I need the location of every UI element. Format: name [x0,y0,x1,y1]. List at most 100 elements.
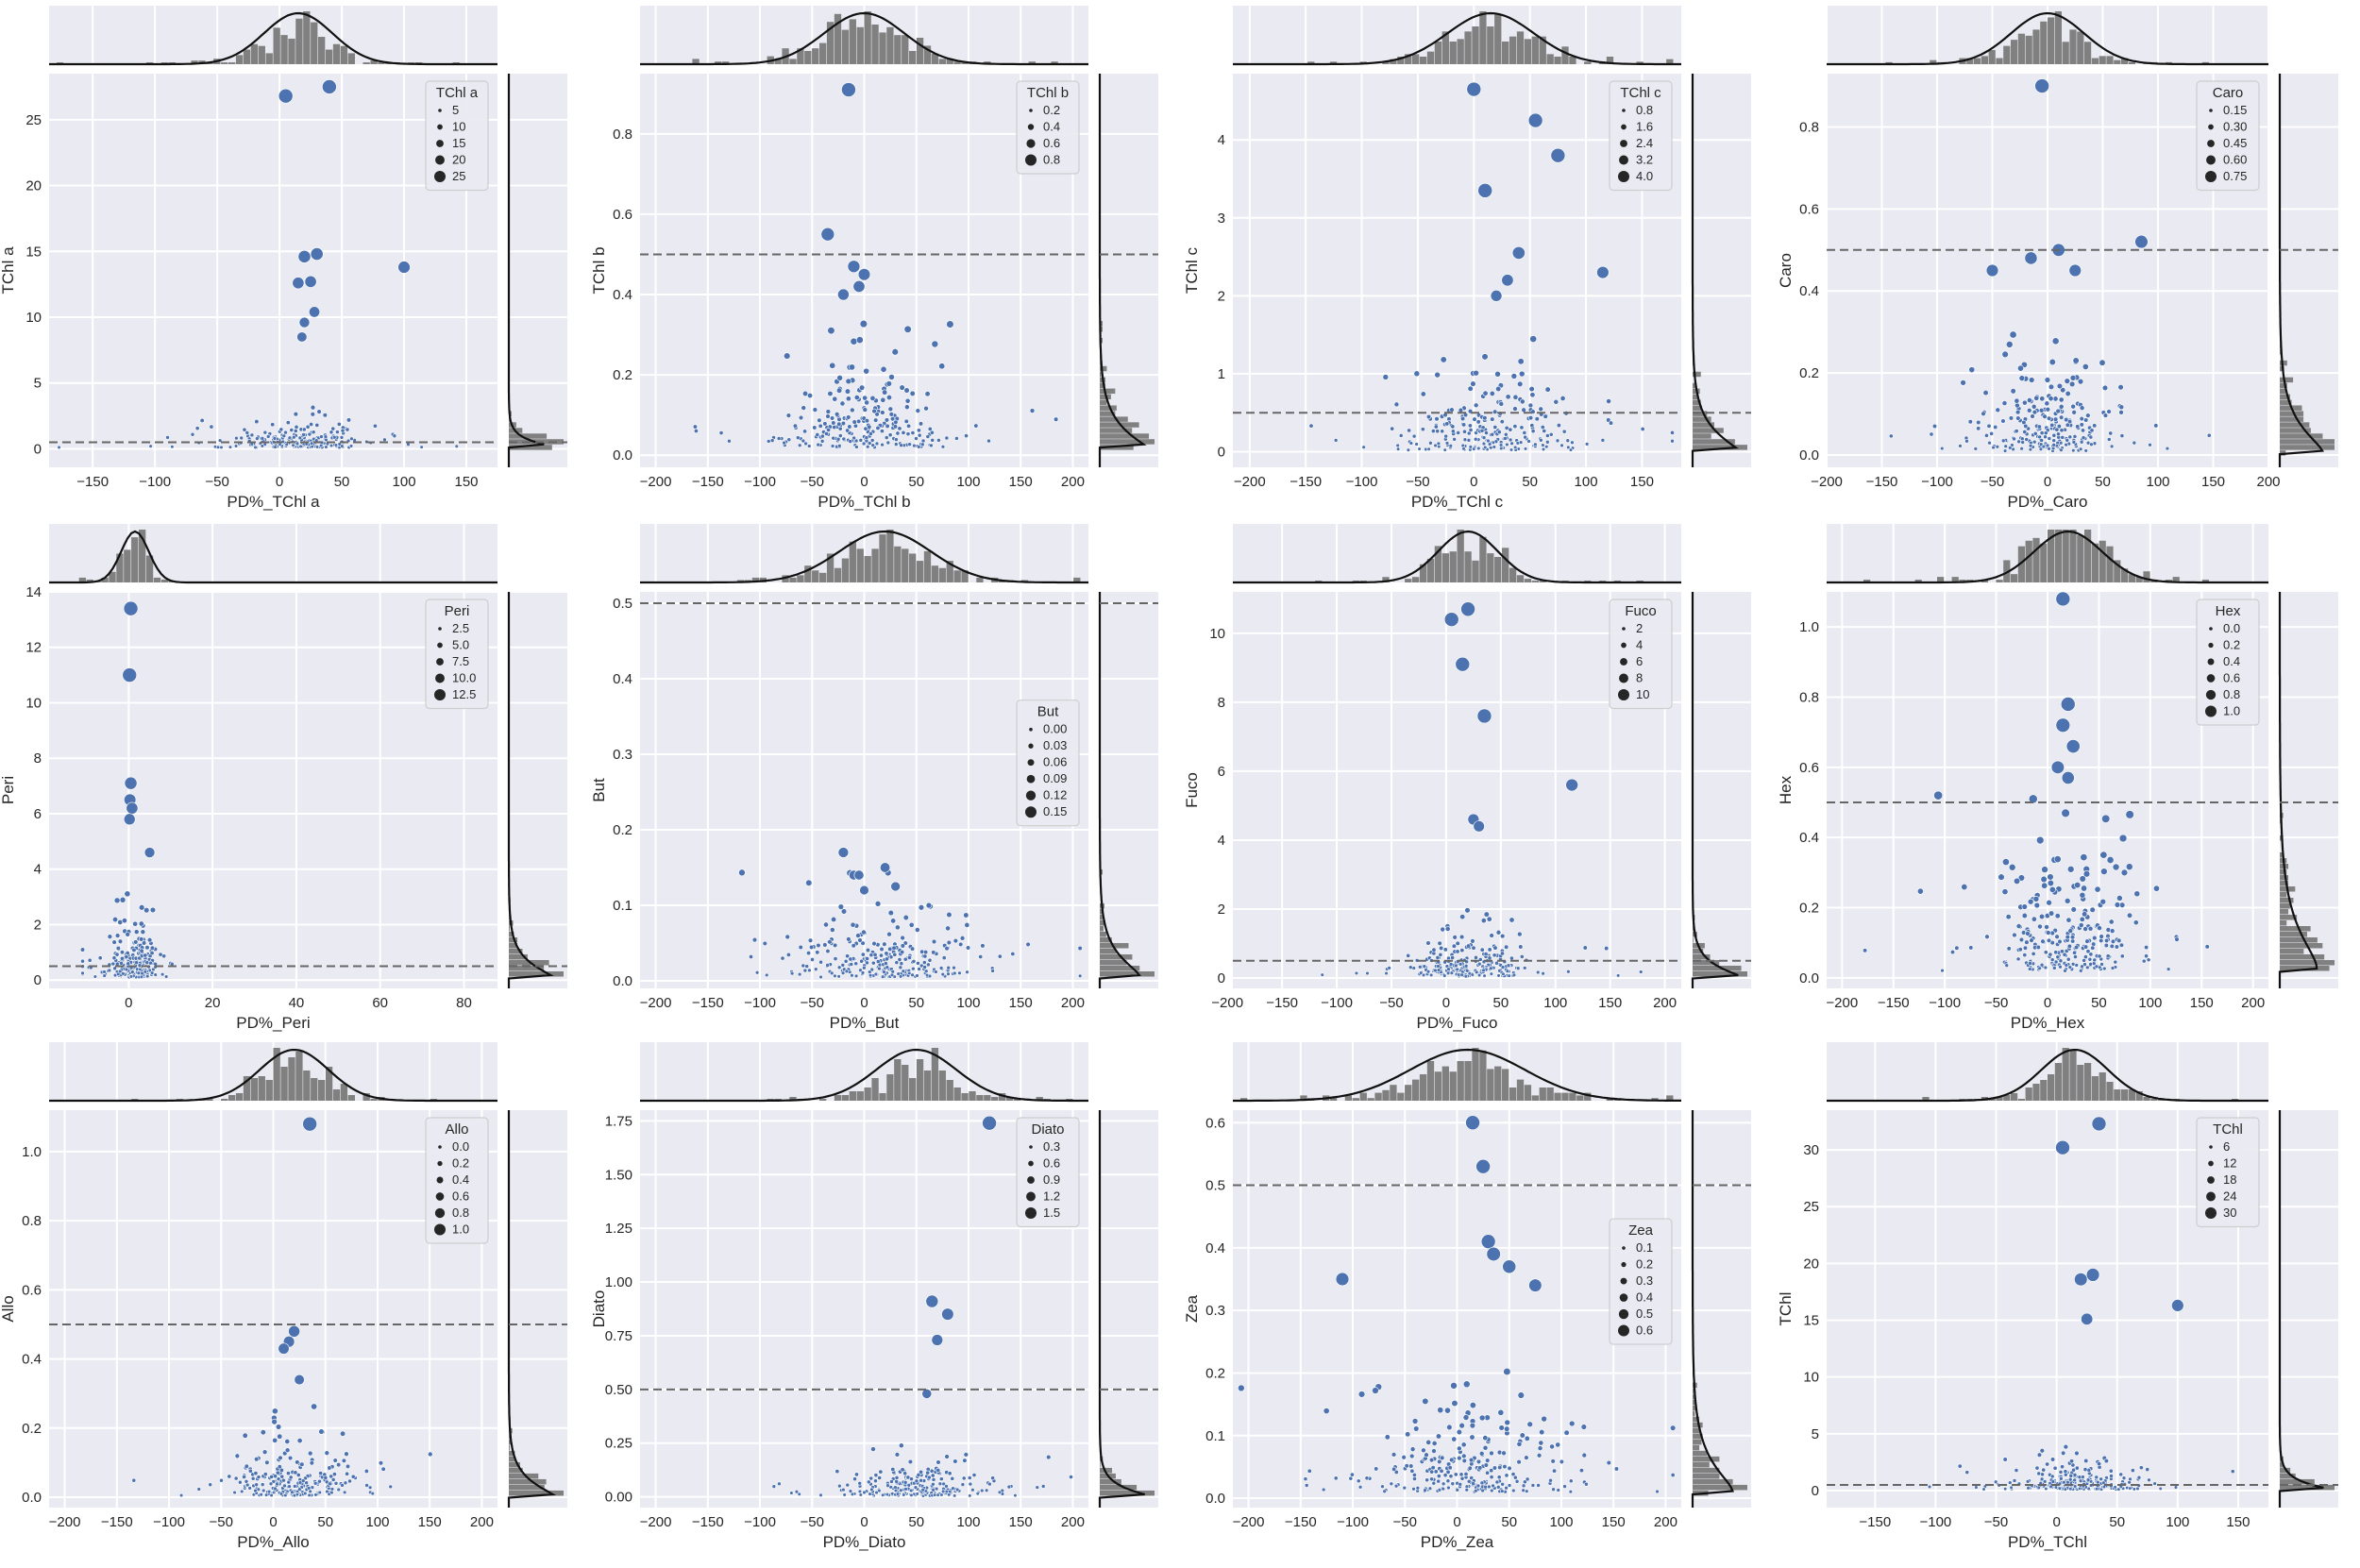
scatter-point [309,1460,314,1466]
scatter-point [852,1476,857,1482]
scatter-point [850,921,856,928]
histogram-bar [1419,1074,1427,1101]
scatter-point [1604,946,1610,952]
histogram-bar [923,45,932,64]
histogram-bar [2280,1461,2284,1468]
scatter-point [812,425,818,430]
scatter-point [906,970,912,976]
histogram-bar [1494,556,1502,582]
legend-label: 1.0 [2223,704,2240,718]
x-tick-label: −150 [1866,474,1898,490]
scatter-point [57,445,61,450]
scatter-point [1504,944,1509,950]
scatter-point [845,1482,851,1488]
scatter-point [960,1482,966,1487]
legend-label: 0.15 [1043,804,1067,818]
scatter-point [937,1481,943,1487]
histogram-bar [131,537,139,582]
scatter-point [1527,402,1534,409]
scatter-point [2002,1457,2008,1462]
histogram-bar [1584,61,1592,64]
scatter-point [333,443,339,447]
scatter-point [344,1451,349,1457]
scatter-point [2038,442,2044,447]
scatter-point [1475,419,1481,425]
scatter-point [846,936,851,942]
scatter-point [1458,934,1465,940]
scatter-point [406,442,411,447]
scatter-point [2109,928,2116,934]
scatter-point [330,426,336,431]
scatter-point [2110,966,2116,970]
scatter-point [833,973,837,978]
scatter-point [2070,961,2076,967]
scatter-point [2095,1487,2099,1492]
histogram-bar [2121,1089,2129,1101]
y-tick-label: 0.6 [613,207,632,223]
histogram-bar [1464,551,1472,582]
scatter-point [931,1477,936,1482]
histogram-bar [849,541,856,582]
scatter-point [2065,390,2071,397]
scatter-point [1321,1487,1326,1492]
y-tick-label: 1.0 [1799,619,1819,635]
scatter-point [2006,946,2012,952]
legend-label: 8 [1636,671,1643,685]
legend-label: 0.12 [1043,788,1067,802]
histogram-bar [1509,567,1517,582]
histogram-bar [2280,903,2290,909]
scatter-point [1438,952,1443,957]
scatter-point [827,327,835,335]
x-tick-label: 100 [2166,1514,2189,1530]
scatter-point [295,1473,301,1477]
scatter-point [924,391,931,397]
histogram-bar [834,567,842,582]
histogram-bar [931,565,939,582]
histogram-bar [509,937,518,943]
histogram-bar [841,1095,850,1101]
histogram-bar [1405,579,1412,582]
histogram-bar [280,35,288,64]
scatter-point [2141,958,2147,964]
scatter-point [2088,952,2094,957]
scatter-point [1393,401,1400,408]
scatter-point [2120,868,2129,877]
histogram-bar [340,45,348,64]
scatter-point [131,947,137,953]
y-tick-label: 0 [34,972,42,988]
scatter-point [1387,966,1391,970]
scatter-point [2017,874,2026,882]
histogram-bar [902,548,909,582]
scatter-point [2084,938,2090,944]
y-tick-label: 2 [1218,288,1225,304]
scatter-point [1457,1445,1462,1452]
histogram-bar [1100,926,1104,932]
scatter-point [853,438,859,444]
scatter-point [2134,234,2149,249]
scatter-point [2078,447,2083,451]
scatter-point [262,430,268,435]
scatter-point [849,962,854,967]
histogram-bar [1524,1085,1532,1101]
scatter-point [859,319,868,329]
scatter-point [2068,380,2076,388]
histogram-bar [871,25,879,64]
scatter-point [2058,964,2063,969]
scatter-point [1523,434,1527,440]
y-tick-label: 1.00 [605,1274,632,1290]
scatter-point [2031,403,2037,410]
y-tick-label: 0.75 [605,1328,632,1344]
legend-marker [2205,171,2217,182]
chart-panel: −150 −100 −50 0 50 100 150051015202530PD%_TChl… [1777,1042,2338,1551]
scatter-point [1559,1458,1565,1465]
scatter-point [2073,954,2078,959]
histogram-bar [2128,61,2135,64]
kde-curve [1827,1049,2268,1103]
scatter-point [1949,950,1955,955]
histogram-bar [295,18,303,65]
histogram-bar [303,11,311,64]
legend-label: 0.0 [2223,621,2240,635]
histogram-bar [894,1059,902,1101]
scatter-point [1433,1469,1439,1475]
y-tick-label: 20 [25,178,42,194]
